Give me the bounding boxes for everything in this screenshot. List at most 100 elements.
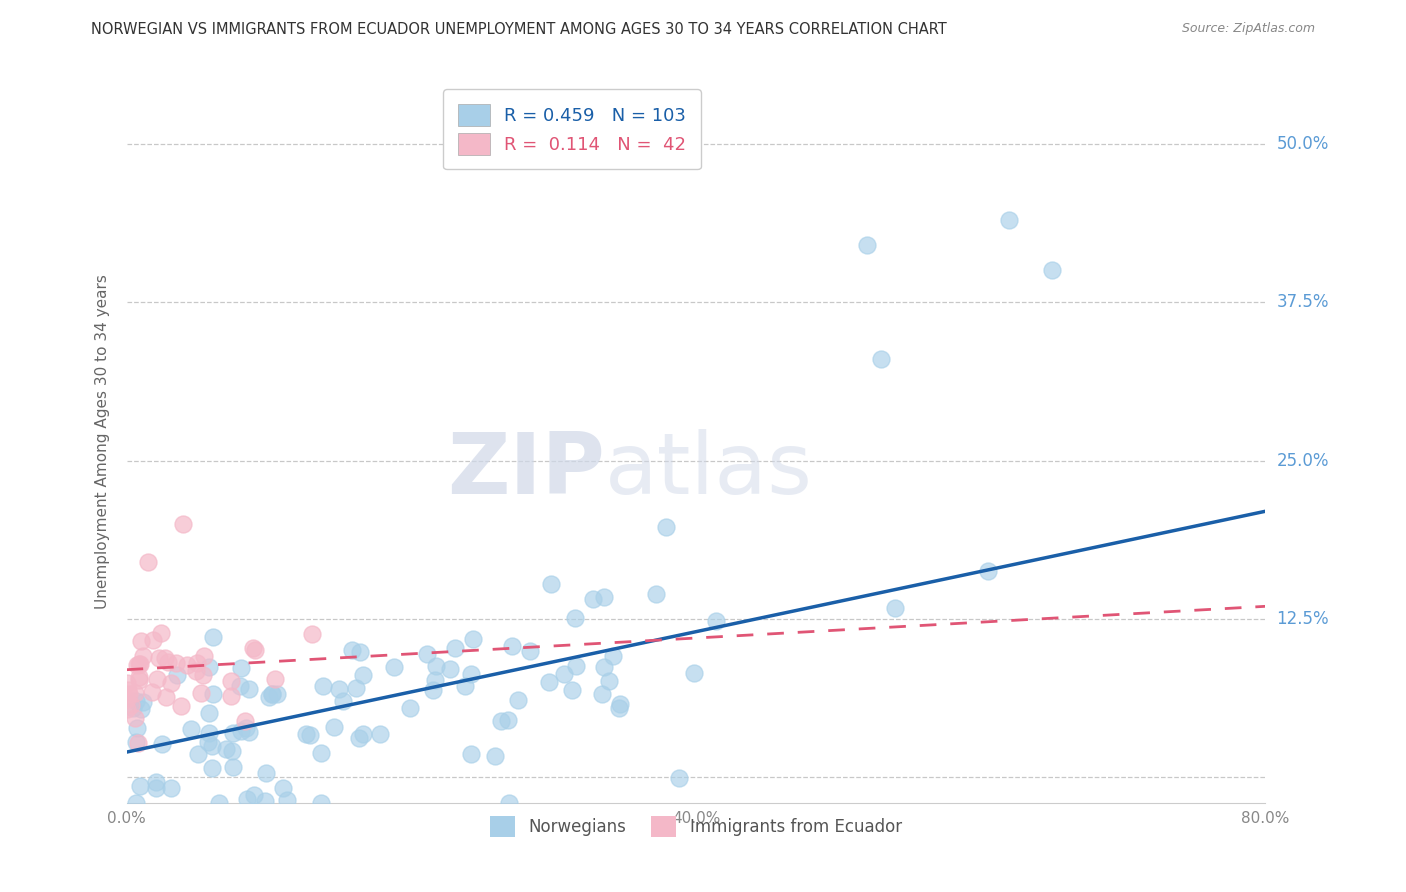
Point <box>498 796 520 810</box>
Point <box>352 727 374 741</box>
Point <box>219 673 242 688</box>
Point <box>201 761 224 775</box>
Legend: Norwegians, Immigrants from Ecuador: Norwegians, Immigrants from Ecuador <box>482 808 910 845</box>
Point <box>496 713 519 727</box>
Point <box>340 642 363 657</box>
Point <box>125 796 148 810</box>
Point <box>323 720 346 734</box>
Point <box>242 789 264 803</box>
Point <box>454 679 477 693</box>
Point <box>654 520 676 534</box>
Point <box>197 734 219 748</box>
Point <box>115 702 138 716</box>
Point <box>124 686 146 700</box>
Point <box>264 672 287 686</box>
Point <box>131 648 153 663</box>
Point <box>609 698 631 712</box>
Point <box>187 747 209 762</box>
Point <box>201 739 224 754</box>
Point <box>564 610 586 624</box>
Point <box>201 687 224 701</box>
Point <box>704 615 727 629</box>
Point <box>399 700 422 714</box>
Point <box>172 516 194 531</box>
Text: 50.0%: 50.0% <box>1277 135 1329 153</box>
Point <box>166 668 188 682</box>
Point <box>197 726 219 740</box>
Y-axis label: Unemployment Among Ages 30 to 34 years: Unemployment Among Ages 30 to 34 years <box>94 274 110 609</box>
Text: atlas: atlas <box>605 429 813 512</box>
Point <box>444 640 467 655</box>
Point <box>160 676 183 690</box>
Point <box>461 632 484 646</box>
Point <box>591 687 613 701</box>
Point <box>508 692 530 706</box>
Point <box>855 238 877 252</box>
Point <box>238 724 260 739</box>
Point <box>117 687 139 701</box>
Point <box>415 647 437 661</box>
Point <box>668 772 690 786</box>
Point <box>243 643 266 657</box>
Point <box>129 633 152 648</box>
Point <box>124 711 146 725</box>
Point <box>125 721 148 735</box>
Point <box>883 601 905 615</box>
Point <box>221 689 243 703</box>
Point <box>145 672 167 686</box>
Point <box>501 639 523 653</box>
Point <box>460 747 482 761</box>
Point <box>645 587 668 601</box>
Point <box>132 695 155 709</box>
Point <box>117 683 139 698</box>
Point <box>142 632 165 647</box>
Point <box>229 724 252 739</box>
Point <box>276 793 298 807</box>
Point <box>128 657 150 672</box>
Point <box>153 650 176 665</box>
Point <box>298 728 321 742</box>
Point <box>215 742 238 756</box>
Point <box>271 780 294 795</box>
Point <box>193 649 215 664</box>
Point <box>382 659 405 673</box>
Text: 12.5%: 12.5% <box>1277 610 1329 628</box>
Point <box>125 735 148 749</box>
Point <box>165 656 187 670</box>
Point <box>561 683 583 698</box>
Text: ZIP: ZIP <box>447 429 605 512</box>
Point <box>553 667 575 681</box>
Point <box>592 591 614 605</box>
Point <box>439 662 461 676</box>
Point <box>197 660 219 674</box>
Point <box>150 626 173 640</box>
Point <box>221 744 243 758</box>
Point <box>155 690 177 704</box>
Point <box>127 735 149 749</box>
Point <box>332 694 354 708</box>
Point <box>128 673 150 687</box>
Point <box>238 682 260 697</box>
Point <box>422 682 444 697</box>
Point <box>190 686 212 700</box>
Point <box>186 657 208 671</box>
Point <box>538 674 561 689</box>
Point <box>156 655 179 669</box>
Point <box>602 648 624 663</box>
Point <box>260 687 283 701</box>
Point <box>349 645 371 659</box>
Point <box>344 681 367 695</box>
Point <box>208 796 231 810</box>
Point <box>202 630 225 644</box>
Point <box>222 760 245 774</box>
Point <box>145 775 167 789</box>
Point <box>120 698 142 712</box>
Point <box>607 701 630 715</box>
Point <box>977 564 1000 578</box>
Point <box>294 727 316 741</box>
Point <box>122 700 145 714</box>
Point <box>148 651 170 665</box>
Point <box>184 664 207 678</box>
Text: 37.5%: 37.5% <box>1277 293 1329 311</box>
Point <box>484 748 506 763</box>
